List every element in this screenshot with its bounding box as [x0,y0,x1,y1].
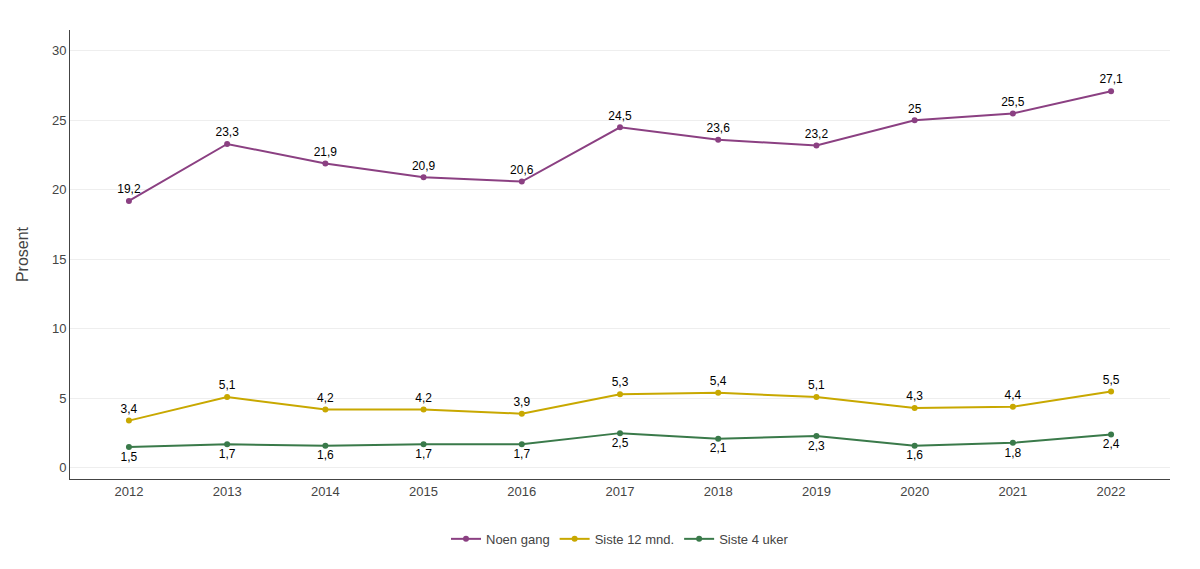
svg-text:3,9: 3,9 [513,395,530,409]
svg-text:5,3: 5,3 [612,375,629,389]
svg-text:23,6: 23,6 [707,121,731,135]
svg-text:5,4: 5,4 [710,374,727,388]
svg-text:1,6: 1,6 [317,448,334,462]
svg-text:5,1: 5,1 [219,378,236,392]
svg-text:1,7: 1,7 [513,447,530,461]
svg-text:4,2: 4,2 [415,391,432,405]
svg-text:Prosent: Prosent [14,226,31,282]
svg-text:3,4: 3,4 [121,402,138,416]
svg-text:2021: 2021 [998,484,1027,499]
svg-text:2019: 2019 [802,484,831,499]
svg-text:15: 15 [52,252,66,267]
svg-text:20,6: 20,6 [510,163,534,177]
svg-text:2,1: 2,1 [710,441,727,455]
svg-text:Noen gang: Noen gang [486,532,550,547]
svg-text:5,1: 5,1 [808,378,825,392]
svg-text:25: 25 [52,113,66,128]
svg-text:2,3: 2,3 [808,439,825,453]
svg-text:Siste 4 uker: Siste 4 uker [719,532,788,547]
svg-text:27,1: 27,1 [1099,72,1123,86]
svg-text:21,9: 21,9 [314,145,338,159]
svg-text:30: 30 [52,43,66,58]
svg-text:25,5: 25,5 [1001,95,1025,109]
svg-text:2012: 2012 [114,484,143,499]
svg-text:1,7: 1,7 [219,447,236,461]
svg-text:2018: 2018 [704,484,733,499]
svg-text:4,4: 4,4 [1005,388,1022,402]
svg-text:2020: 2020 [900,484,929,499]
svg-text:5: 5 [59,391,66,406]
svg-text:1,7: 1,7 [415,447,432,461]
svg-text:2013: 2013 [213,484,242,499]
svg-text:1,8: 1,8 [1005,446,1022,460]
svg-text:20,9: 20,9 [412,159,436,173]
svg-text:19,2: 19,2 [117,182,141,196]
svg-text:23,3: 23,3 [215,125,239,139]
svg-text:2014: 2014 [311,484,340,499]
svg-text:4,2: 4,2 [317,391,334,405]
svg-text:2015: 2015 [409,484,438,499]
svg-text:2017: 2017 [606,484,635,499]
svg-text:2,5: 2,5 [612,436,629,450]
svg-text:4,3: 4,3 [906,389,923,403]
svg-text:10: 10 [52,321,66,336]
svg-text:Siste 12 mnd.: Siste 12 mnd. [595,532,675,547]
svg-text:25: 25 [908,102,922,116]
svg-text:1,6: 1,6 [906,448,923,462]
svg-text:0: 0 [59,460,66,475]
svg-text:1,5: 1,5 [121,450,138,464]
svg-text:24,5: 24,5 [608,109,632,123]
svg-text:23,2: 23,2 [805,127,829,141]
svg-text:5,5: 5,5 [1103,373,1120,387]
svg-text:2,4: 2,4 [1103,437,1120,451]
svg-text:2022: 2022 [1097,484,1126,499]
svg-text:2016: 2016 [507,484,536,499]
svg-text:20: 20 [52,182,66,197]
